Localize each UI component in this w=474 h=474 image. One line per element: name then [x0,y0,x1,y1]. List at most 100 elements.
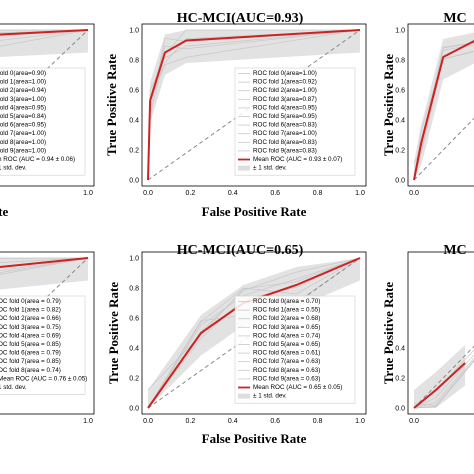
legend-entry: OC fold 0(area = 0.79) [0,298,61,305]
plot-frame [0,251,95,415]
y-tick-label: 1.0 [129,28,139,35]
legend: OC fold 0(area = 0.79) OC fold 1(area = 0… [0,295,87,395]
y-axis-label: True Positive Rate [381,282,396,385]
legend: fold 0(area=0.90) fold 1(area=1.00)fold 2… [0,67,86,176]
legend-entry: OC fold 4(area = 0.69) [0,332,61,339]
legend-entry: Mean ROC (AUC = 0.93 ± 0.07) [253,156,342,163]
x-tick-label: 1.0 [355,190,365,197]
y-tick-label: 0.8 [129,286,139,293]
legend-entry: fold 3(area=1.00) [0,96,46,103]
x-tick-label: 0.2 [186,418,196,425]
x-tick-label: 0.8 [313,418,323,425]
legend-entry: ROC fold 0(area = 0.70) [253,298,320,305]
legend-entry: Mean ROC (AUC = 0.65 ± 0.05) [253,384,342,391]
y-tick-label: 0.4 [129,118,139,125]
x-axis-label: False Positive Rate [202,204,307,219]
fold-curve [0,257,89,263]
x-tick-label: 1.0 [83,190,93,197]
y-tick-label: 0.6 [395,88,405,95]
y-tick-label: 0.8 [129,58,139,65]
chart-title: HC-MCI(AUC=0.93) [177,11,304,26]
x-axis-label: ate [0,204,9,219]
y-tick-label: 0.8 [395,58,405,65]
y-tick-label: 0.4 [395,346,405,353]
panel-bottom-left: 0.01.0.76)OC fold 0(area = 0.79)OC fold … [0,251,95,425]
legend-entry: fold 2(area=0.94) [0,87,46,94]
mean-roc-line [0,257,89,269]
legend-entry: ROC fold 7(area = 0.63) [253,358,320,365]
y-axis-label: True Positive Rate [106,282,121,385]
x-tick-label: 0.6 [270,418,280,425]
y-tick-label: 0.6 [129,316,139,323]
x-tick-label: 0.0 [143,418,153,425]
y-tick-label: 0.2 [129,148,139,155]
chart-title: MC [443,11,466,26]
mean-roc-line [147,29,361,181]
x-tick-label: 1.0 [355,418,365,425]
legend-entry: ROC fold 5(area=0.95) [253,113,317,120]
y-axis-label: True Positive Rate [381,54,396,157]
fold-curve [0,29,89,47]
x-axis-label: False Positive Rate [202,431,307,446]
fold-curve [413,359,474,406]
y-tick-label: 0.4 [395,118,405,125]
legend-entry: n ROC (AUC = 0.94 ± 0.06) [0,156,75,163]
chart-title: MC [443,243,466,258]
legend-entry: ROC fold 9(area=0.83) [253,147,317,154]
x-tick-label: 1.0 [83,418,93,425]
fold-curve [147,257,361,409]
legend-entry: fold 8(area=1.00) [0,139,46,146]
panel-top-right: 0.0 0.2 0.4 0.6 0.8 1.0 0.0 MC True Positive Rat… [381,11,474,197]
x-tick-label: 0.8 [313,190,323,197]
x-tick-label: 0.6 [270,190,280,197]
legend-entry: ROC fold 4(area = 0.74) [253,332,320,339]
legend-entry: ± 1 std. dev. [253,165,287,172]
panel-top-center: 0.0 0.2 0.4 0.6 0.8 1.0 0.0 0.2 0.4 0.6 0.8 1.0 HC-M… [104,11,367,219]
legend-entry: ROC fold 3(area = 0.65) [253,324,320,331]
y-tick-label: 0.2 [395,148,405,155]
legend-entry: fold 1(area=1.00) [0,79,46,86]
fold-curve [413,354,474,409]
legend-entry: ROC fold 5(area = 0.65) [253,341,320,348]
x-tick-label: 0.0 [409,190,419,197]
fold-curve [0,257,89,275]
plot-frame [407,23,474,187]
y-tick-label: 1.0 [129,256,139,263]
fold-curve [413,357,474,409]
mean-roc-line [413,362,466,409]
legend-entry: ROC fold 9(area = 0.63) [253,375,320,382]
legend-entry: ROC fold 2(area=1.00) [253,87,317,94]
plot-frame [141,23,367,187]
legend-entry: fold 4(area=0.95) [0,104,46,111]
fold-curve [0,257,89,274]
panel-top-left: 0.01.094)atefold 0(area=0.90)fold 1(area… [0,23,95,219]
legend-entry: ROC fold 7(area=1.00) [253,130,317,137]
fold-curve [0,29,88,31]
panel-bottom-center: 0.0 0.2 0.4 0.6 0.8 1.0 0.0 0.2 0.4 0.6 0.8 1.0 HC-M… [106,243,367,446]
x-tick-label: 0.0 [143,190,153,197]
legend-entry: fold 9(area=1.00) [0,147,46,154]
mean-roc-line [413,40,474,181]
y-tick-label: 0.0 [395,406,405,413]
legend-entry: ROC fold 8(area=0.83) [253,139,317,146]
x-tick-label: 0.4 [228,418,238,425]
legend-entry: ROC fold 1(area=0.92) [253,79,317,86]
fold-curve [0,257,89,271]
legend-entry: ROC fold 1(area = 0.55) [253,307,320,314]
legend-entry: OC fold 7(area = 0.85) [0,358,61,365]
legend-swatch [238,165,250,171]
plot-frame [0,23,95,187]
legend-entry: OC fold 2(area = 0.66) [0,315,61,322]
std-band [414,32,474,180]
std-band [0,258,88,290]
y-tick-label: 0.0 [129,406,139,413]
legend-entry: ROC fold 3(area=0.87) [253,96,317,103]
legend-entry: OC fold 1(area = 0.82) [0,307,61,314]
legend-entry: fold 6(area=0.95) [0,122,46,129]
fold-curve [147,257,361,409]
legend-entry: ROC fold 0(area=1.00) [253,70,317,77]
y-tick-label: 0.0 [129,178,139,185]
std-band [148,258,360,408]
y-tick-label: 0.0 [395,178,405,185]
